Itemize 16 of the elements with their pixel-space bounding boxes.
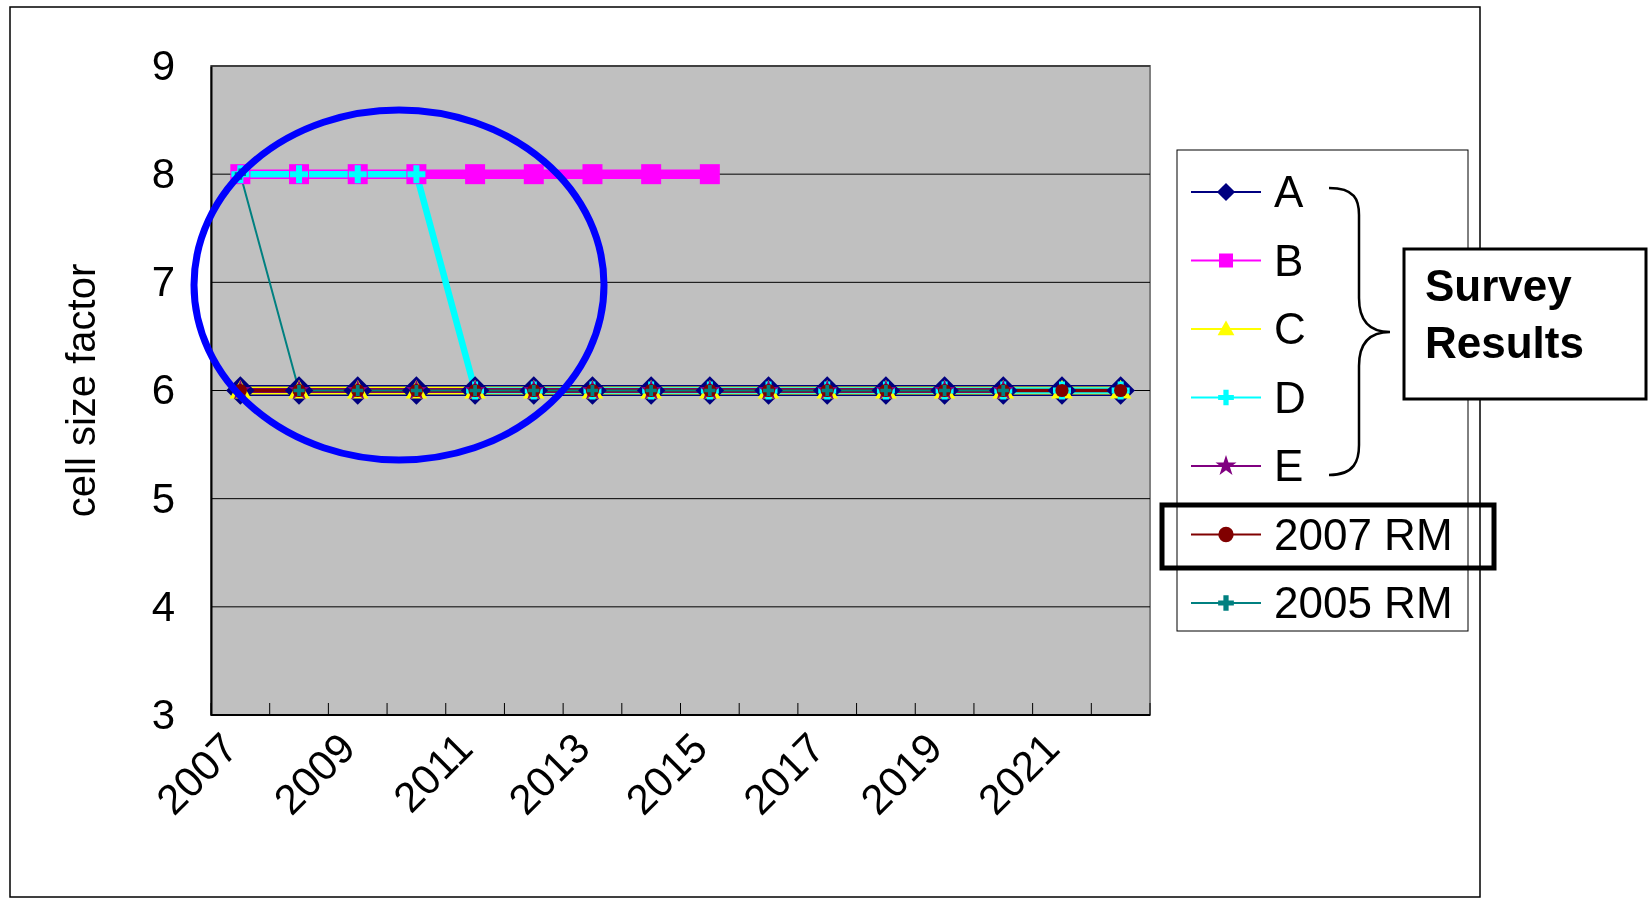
legend-label: C xyxy=(1274,304,1306,353)
y-tick-label: 7 xyxy=(151,258,175,306)
y-tick-label: 3 xyxy=(151,690,175,738)
y-tick-label: 6 xyxy=(151,366,175,414)
y-axis-title: cell size factor xyxy=(59,263,103,518)
y-tick-label: 8 xyxy=(151,150,175,198)
legend-label: B xyxy=(1274,235,1304,285)
text: Survey Results xyxy=(1425,261,1584,367)
y-tick-label: 5 xyxy=(151,474,175,522)
legend-label: A xyxy=(1274,167,1304,216)
y-tick-label: 9 xyxy=(151,41,175,89)
legend-label: 2007 RM xyxy=(1274,509,1453,559)
legend-label: D xyxy=(1274,372,1306,422)
legend-label: 2005 RM xyxy=(1274,578,1453,627)
y-tick-label: 4 xyxy=(151,582,175,630)
legend-label: E xyxy=(1274,441,1304,490)
